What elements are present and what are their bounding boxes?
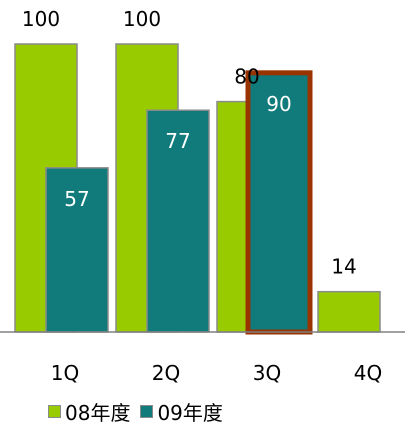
x-tick-label-3Q: 3Q <box>253 361 281 385</box>
legend-swatch-series-1 <box>48 404 61 418</box>
legend-label-series-1: 08年度 <box>65 400 131 425</box>
bar-series2-1Q <box>45 167 109 333</box>
data-label-series2-1Q: 57 <box>64 187 89 211</box>
bar-series1-4Q <box>317 290 381 333</box>
bar-chart: 100 57 1Q 100 77 2Q 80 90 3Q 14 4Q <box>0 7 405 385</box>
labels-group: 100 57 1Q 100 77 2Q 80 90 3Q 14 4Q <box>22 7 382 385</box>
data-label-series1-2Q: 100 <box>123 7 161 31</box>
data-label-series2-3Q: 90 <box>266 92 291 116</box>
x-tick-label-1Q: 1Q <box>51 361 79 385</box>
legend-item-series-1: 08年度 <box>48 397 130 426</box>
legend: 08年度 09年度 <box>48 397 223 425</box>
legend-item-series-2: 09年度 <box>140 397 223 426</box>
legend-label-series-2: 09年度 <box>157 400 223 425</box>
x-tick-label-2Q: 2Q <box>152 361 180 385</box>
bar-series2-3Q <box>245 70 313 335</box>
data-label-series1-1Q: 100 <box>22 7 60 31</box>
bar-series2-2Q <box>146 109 210 333</box>
bars-group <box>14 43 381 335</box>
x-tick-label-4Q: 4Q <box>354 361 382 385</box>
data-label-series2-2Q: 77 <box>165 129 190 153</box>
data-label-series1-3Q: 80 <box>234 65 259 89</box>
legend-swatch-series-2 <box>140 404 154 418</box>
data-label-series1-4Q: 14 <box>331 255 356 279</box>
